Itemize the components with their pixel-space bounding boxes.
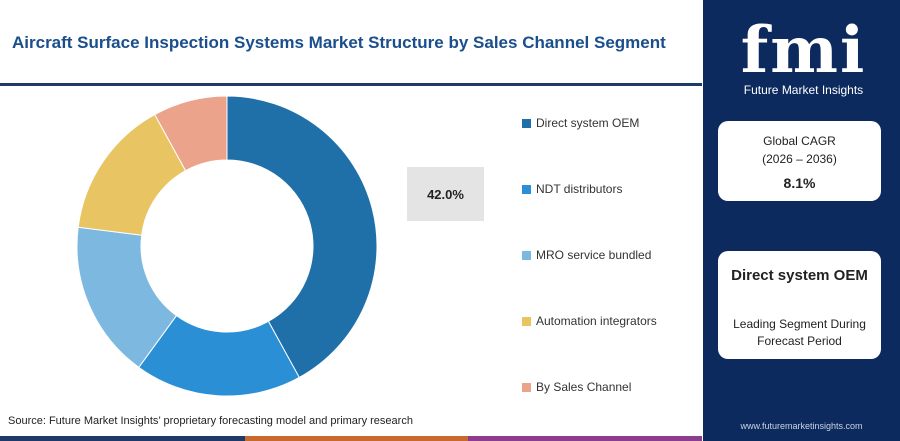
cagr-label: Global CAGR: [763, 134, 836, 148]
bottom-bar-segment: [245, 436, 468, 441]
legend-item: Automation integrators: [522, 314, 657, 328]
legend-label: NDT distributors: [536, 182, 623, 196]
source-note: Source: Future Market Insights’ propriet…: [8, 415, 413, 427]
brand-side-panel: fmi Future Market Insights: [703, 0, 900, 441]
cagr-card: Global CAGR (2026 – 2036) 8.1%: [718, 121, 881, 201]
donut-slice-direct-system-oem: [226, 96, 378, 379]
donut-chart: [76, 96, 378, 396]
legend-swatch: [522, 184, 531, 194]
leading-segment-subtitle: Leading Segment During Forecast Period: [733, 317, 866, 348]
logo-tagline: Future Market Insights: [743, 83, 864, 97]
legend-label: MRO service bundled: [536, 248, 652, 262]
legend-swatch: [522, 382, 531, 392]
legend-item: By Sales Channel: [522, 380, 631, 394]
leading-segment-card: Direct system OEM Leading Segment During…: [718, 251, 881, 359]
cagr-value: 8.1%: [783, 175, 816, 191]
legend-label: By Sales Channel: [536, 380, 632, 394]
legend-label: Automation integrators: [536, 314, 657, 328]
bottom-bar-segment: [0, 436, 245, 441]
bottom-bar-segment: [468, 436, 702, 441]
legend-swatch: [522, 118, 531, 128]
chart-title: Aircraft Surface Inspection Systems Mark…: [12, 33, 666, 52]
logo-wordmark: fmi: [740, 13, 867, 88]
legend-swatch: [522, 250, 531, 260]
website-url[interactable]: www.futuremarketinsights.com: [740, 421, 863, 431]
legend-swatch: [522, 316, 531, 326]
title-divider: [0, 83, 702, 86]
leading-segment-name: Direct system OEM: [731, 267, 868, 284]
legend-item: MRO service bundled: [522, 248, 651, 262]
leading-share-callout: 42.0%: [407, 167, 484, 221]
legend-label: Direct system OEM: [536, 116, 640, 130]
legend-item: Direct system OEM: [522, 116, 639, 130]
cagr-period: (2026 – 2036): [762, 152, 837, 166]
legend-item: NDT distributors: [522, 182, 622, 196]
fmi-logo: fmi Future Market Insights: [731, 14, 876, 100]
donut-slice-by-sales-channel: [154, 96, 228, 172]
